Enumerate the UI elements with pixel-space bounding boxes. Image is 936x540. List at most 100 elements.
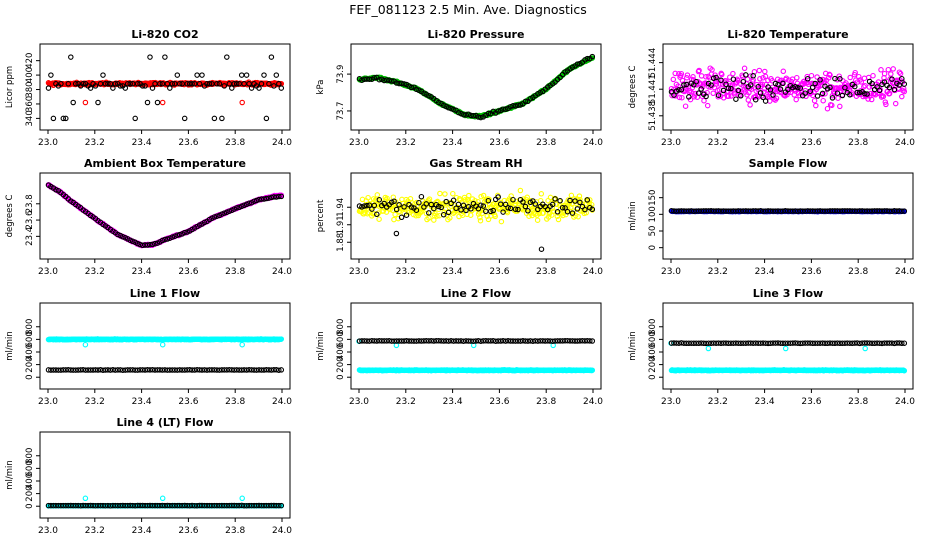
- data-point: [780, 340, 786, 347]
- data-point: [406, 338, 412, 344]
- x-tick-label: 23.4: [132, 267, 152, 277]
- plot-frame: [662, 302, 914, 390]
- data-point: [231, 367, 237, 373]
- data-point: [179, 81, 185, 87]
- data-point: [888, 71, 894, 77]
- data-point: [403, 212, 410, 218]
- x-tick-label: 23.0: [349, 138, 369, 148]
- data-point: [261, 72, 267, 78]
- data-point: [478, 114, 484, 121]
- data-point: [500, 338, 506, 344]
- x-tick-label: 23.2: [396, 267, 416, 277]
- data-point: [157, 502, 163, 509]
- x-tick-label: 23.2: [396, 138, 416, 148]
- data-point: [276, 367, 282, 373]
- data-point: [807, 88, 813, 94]
- data-point: [117, 502, 124, 509]
- data-point: [359, 204, 365, 210]
- data-point: [568, 204, 574, 210]
- chart-title: Li-820 Pressure: [428, 28, 525, 41]
- data-point: [569, 210, 576, 216]
- data-point: [391, 338, 397, 344]
- data-point: [668, 85, 675, 92]
- data-point: [715, 340, 722, 346]
- data-point: [589, 53, 596, 60]
- data-point: [48, 367, 54, 373]
- data-point: [696, 67, 702, 74]
- data-point: [386, 77, 392, 84]
- data-point: [226, 208, 233, 214]
- data-point: [762, 73, 769, 80]
- data-point: [219, 115, 225, 122]
- series-sample: [356, 338, 596, 374]
- data-point: [876, 340, 883, 346]
- data-point: [670, 76, 677, 83]
- data-point: [715, 92, 722, 98]
- x-tick-label: 24.0: [583, 138, 603, 148]
- x-tick-label: 23.6: [178, 138, 198, 148]
- data-point: [462, 197, 468, 203]
- data-point: [827, 84, 833, 91]
- x-tick-label: 23.4: [132, 138, 152, 148]
- data-point: [701, 97, 707, 104]
- data-point: [589, 338, 596, 344]
- data-point: [376, 76, 383, 83]
- data-point: [886, 84, 893, 91]
- data-point: [398, 80, 405, 87]
- chart-title: Li-820 Temperature: [727, 28, 848, 41]
- data-point: [730, 70, 736, 77]
- plot-frame: [662, 172, 914, 260]
- x-tick-label: 23.4: [443, 397, 463, 407]
- data-point: [901, 81, 908, 87]
- data-point: [174, 232, 181, 238]
- data-point: [440, 211, 447, 218]
- data-point: [713, 81, 720, 87]
- series-reference: [356, 337, 596, 344]
- data-point: [82, 367, 89, 373]
- data-point: [361, 203, 368, 209]
- data-point: [470, 113, 477, 119]
- data-point: [520, 199, 526, 205]
- data-point: [408, 84, 415, 91]
- data-point: [68, 54, 74, 60]
- data-point: [505, 205, 511, 211]
- data-point: [428, 201, 435, 208]
- data-point: [886, 208, 893, 214]
- data-point: [147, 54, 153, 60]
- data-point: [589, 206, 596, 213]
- data-point: [847, 208, 853, 214]
- data-point: [837, 103, 843, 110]
- data-point: [82, 99, 89, 106]
- data-point: [698, 86, 704, 92]
- data-point: [92, 502, 99, 509]
- series-average: [356, 53, 596, 121]
- data-point: [396, 202, 402, 208]
- data-point: [201, 219, 208, 226]
- data-point: [814, 208, 821, 214]
- data-point: [676, 340, 682, 346]
- data-point: [112, 502, 119, 509]
- plot-frame: [39, 302, 291, 390]
- data-point: [790, 208, 796, 214]
- data-point: [132, 115, 138, 122]
- data-point: [549, 201, 556, 208]
- data-point: [189, 502, 195, 509]
- data-point: [834, 340, 841, 346]
- data-point: [856, 89, 863, 96]
- data-point: [484, 213, 490, 219]
- data-point: [901, 208, 908, 214]
- plot-frame: [350, 43, 602, 131]
- data-point: [383, 77, 390, 83]
- data-point: [683, 208, 690, 214]
- data-point: [787, 89, 794, 96]
- data-point: [408, 204, 415, 210]
- data-point: [866, 208, 873, 214]
- data-point: [839, 92, 846, 99]
- data-point: [770, 208, 776, 214]
- data-point: [557, 338, 563, 344]
- data-point: [273, 194, 280, 200]
- data-point: [261, 196, 267, 202]
- data-point: [770, 92, 776, 98]
- data-point: [544, 338, 551, 344]
- data-point: [495, 194, 501, 200]
